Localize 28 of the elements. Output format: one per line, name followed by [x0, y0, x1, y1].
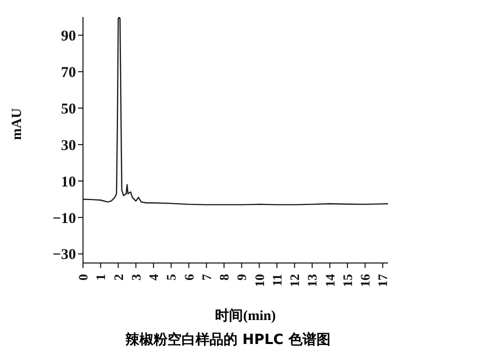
- x-tick-label: 2: [110, 274, 126, 280]
- x-tick-label: 10: [252, 274, 267, 287]
- x-tick-label: 11: [269, 274, 284, 286]
- y-tick-label: 50: [61, 101, 76, 118]
- x-tick-label: 0: [76, 274, 90, 280]
- x-tick-label: 9: [234, 274, 250, 280]
- x-tick-label: 15: [340, 274, 355, 287]
- x-tick-label: 17: [375, 274, 390, 287]
- x-tick-label: 8: [216, 274, 232, 280]
- x-tick-label: 7: [198, 274, 214, 280]
- x-tick-label: 1: [93, 274, 108, 280]
- text: 辣椒粉空白样品的 HPLC 色谱图: [124, 331, 332, 349]
- y-tick-label: −10: [52, 210, 76, 227]
- x-tick-label: 6: [181, 274, 196, 280]
- y-tick-label: 30: [61, 138, 76, 154]
- y-tick-label: 70: [61, 64, 76, 81]
- x-tick-label: 13: [304, 274, 320, 287]
- x-tick-label: 16: [358, 274, 373, 287]
- x-tick-label: 5: [164, 274, 179, 280]
- x-axis-title: 时间(min): [214, 307, 277, 325]
- x-tick-label: 4: [146, 274, 162, 280]
- x-tick-label: 14: [322, 274, 338, 287]
- y-tick-label: 10: [61, 174, 76, 190]
- x-tick-label: 3: [128, 274, 144, 280]
- y-tick-label: 90: [61, 28, 76, 45]
- y-axis-title: mAU: [10, 108, 25, 140]
- x-tick-label: 12: [287, 274, 302, 287]
- y-tick-label: −30: [52, 247, 76, 264]
